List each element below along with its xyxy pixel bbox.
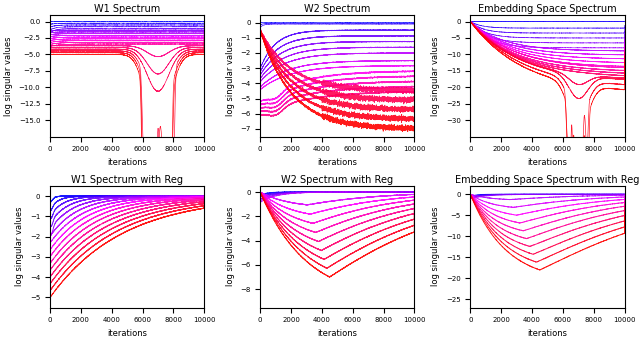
X-axis label: iterations: iterations — [527, 329, 568, 338]
X-axis label: iterations: iterations — [527, 158, 568, 167]
X-axis label: iterations: iterations — [107, 329, 147, 338]
Y-axis label: log singular values: log singular values — [225, 207, 235, 287]
X-axis label: iterations: iterations — [317, 329, 357, 338]
Title: W1 Spectrum with Reg: W1 Spectrum with Reg — [71, 175, 183, 185]
Title: W1 Spectrum: W1 Spectrum — [94, 4, 160, 14]
Title: W2 Spectrum: W2 Spectrum — [304, 4, 371, 14]
Y-axis label: log singular values: log singular values — [431, 207, 440, 287]
Title: Embedding Space Spectrum with Reg: Embedding Space Spectrum with Reg — [455, 175, 639, 185]
Title: Embedding Space Spectrum: Embedding Space Spectrum — [478, 4, 617, 14]
X-axis label: iterations: iterations — [107, 158, 147, 167]
Y-axis label: log singular values: log singular values — [4, 36, 13, 116]
Y-axis label: log singular values: log singular values — [225, 36, 235, 116]
Y-axis label: log singular values: log singular values — [431, 36, 440, 116]
X-axis label: iterations: iterations — [317, 158, 357, 167]
Y-axis label: log singular values: log singular values — [15, 207, 24, 287]
Title: W2 Spectrum with Reg: W2 Spectrum with Reg — [281, 175, 394, 185]
